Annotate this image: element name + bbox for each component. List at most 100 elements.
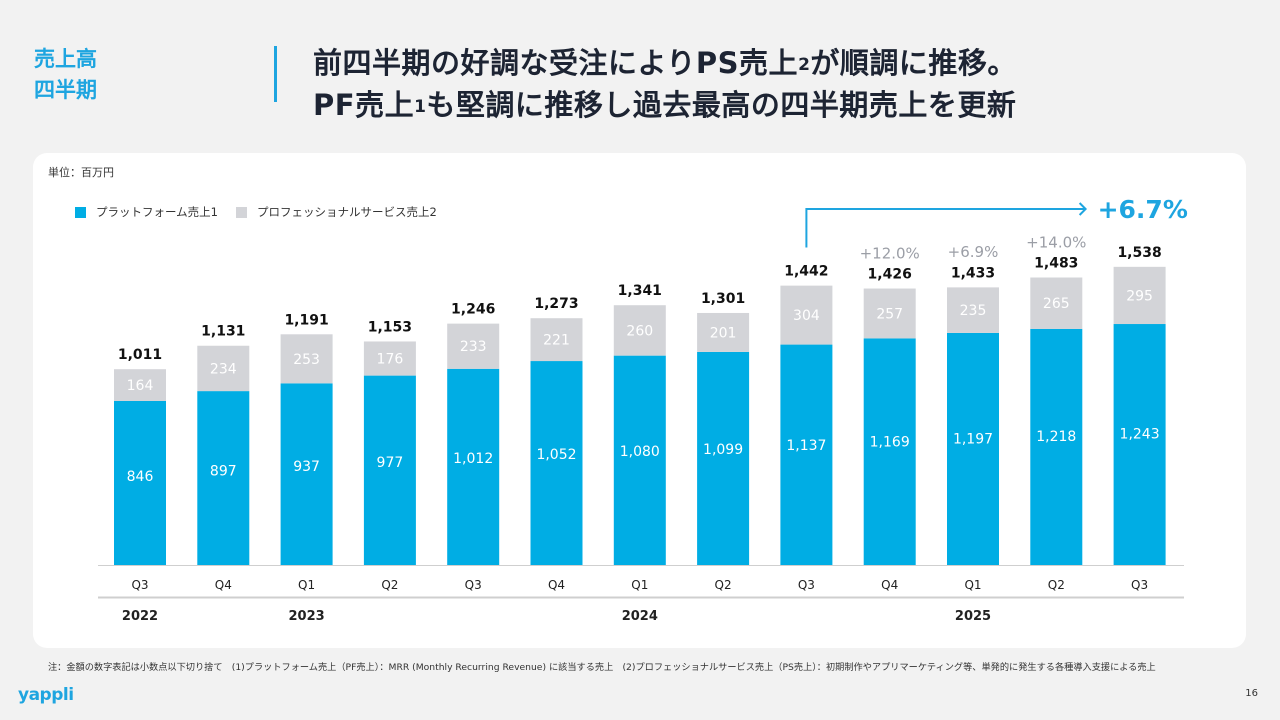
- section-label-line1: 売上高: [34, 47, 97, 71]
- bar-platform: [1030, 328, 1083, 565]
- x-tick-label: Q1: [631, 578, 648, 592]
- bar-label-professional: 235: [960, 303, 987, 319]
- bar-platform: [280, 383, 333, 565]
- bar-label-professional: 234: [210, 361, 237, 377]
- bar-platform: [197, 391, 250, 565]
- bar-platform: [780, 344, 833, 565]
- bar-label-professional: 265: [1043, 296, 1070, 312]
- bar-professional: [947, 287, 999, 333]
- bar-platform: [947, 332, 999, 565]
- bar-platform: [697, 351, 750, 565]
- bar-label-platform: 1,243: [1120, 426, 1160, 442]
- footnote-ref-1: 1: [414, 97, 427, 117]
- unit-label: 単位：百万円: [48, 166, 114, 179]
- bar-label-professional: 253: [293, 352, 320, 368]
- bar-total-label: 1,341: [618, 283, 662, 299]
- bar-label-platform: 1,169: [870, 434, 910, 450]
- year-label: 2025: [955, 609, 991, 624]
- bar-professional: [197, 345, 250, 392]
- bar-total-label: 1,246: [451, 302, 495, 318]
- bar-label-platform: 1,080: [620, 444, 660, 460]
- x-tick-label: Q4: [548, 578, 565, 592]
- x-tick-label: Q4: [215, 578, 232, 592]
- legend-item-platform: プラットフォーム売上1: [75, 204, 218, 220]
- title-divider: [274, 46, 277, 102]
- bar-platform: [447, 368, 500, 565]
- bar-professional: [530, 318, 583, 362]
- headline-line1-text: 前四半期の好調な受注によりPS売上: [313, 46, 799, 80]
- x-tick-label: Q2: [1048, 578, 1065, 592]
- bar-total-label: 1,011: [118, 347, 162, 363]
- bar-professional: [363, 341, 416, 376]
- bar-label-professional: 176: [377, 352, 404, 368]
- legend-swatch-professional: [235, 206, 247, 218]
- bar-label-platform: 1,218: [1036, 429, 1076, 445]
- footnote: 注：金額の数字表記は小数点以下切り捨て (1)プラットフォーム売上（PF売上）：…: [48, 662, 1156, 673]
- bar-label-professional: 295: [1126, 288, 1153, 304]
- bar-label-platform: 1,197: [953, 431, 993, 447]
- bar-platform: [114, 400, 166, 565]
- bar-professional: [697, 312, 750, 352]
- page-title: 前四半期の好調な受注によりPS売上2が順調に推移。 PF売上1も堅調に推移し過去…: [313, 42, 1017, 126]
- bar-total-label: 1,153: [368, 319, 412, 335]
- bar-label-professional: 201: [710, 325, 737, 341]
- bar-professional: [863, 288, 916, 339]
- yoy-growth-label: +6.7%: [1098, 195, 1188, 224]
- bar-label-professional: 257: [876, 306, 903, 322]
- bar-professional: [780, 285, 833, 345]
- legend-swatch-platform: [75, 206, 86, 218]
- bar-total-label: 1,433: [951, 265, 995, 281]
- bar-label-platform: 1,137: [786, 438, 826, 454]
- x-tick-label: Q1: [964, 578, 981, 592]
- section-label: 売上高 四半期: [34, 44, 97, 106]
- bar-professional: [447, 323, 500, 369]
- headline-line2-text: PF売上: [313, 88, 415, 122]
- headline-line1-end: が順調に推移。: [810, 46, 1017, 80]
- bar-professional: [613, 305, 666, 356]
- bar-label-platform: 1,052: [536, 447, 576, 463]
- year-label: 2023: [289, 609, 325, 624]
- bar-professional: [114, 369, 166, 401]
- headline-line2-end: も堅調に推移し過去最高の四半期売上を更新: [426, 88, 1017, 122]
- bar-label-platform: 846: [127, 469, 154, 485]
- x-tick-label: Q2: [381, 578, 398, 592]
- section-label-line2: 四半期: [34, 78, 97, 102]
- chart-legend: プラットフォーム売上1 プロフェッショナルサービス売上2: [75, 204, 455, 220]
- x-tick-label: Q3: [1131, 578, 1148, 592]
- x-tick-label: Q3: [798, 578, 815, 592]
- bar-professional: [280, 334, 333, 384]
- bar-professional: [1113, 266, 1166, 325]
- yoy-arrow-head: [1078, 202, 1088, 216]
- legend-label-platform: プラットフォーム売上1: [96, 205, 218, 219]
- growth-rate-label: +12.0%: [860, 245, 920, 263]
- headline-line2: PF売上1も堅調に推移し過去最高の四半期売上を更新: [313, 84, 1017, 126]
- bar-label-professional: 221: [543, 333, 570, 349]
- bar-total-label: 1,426: [868, 267, 912, 283]
- x-tick-label: Q3: [131, 578, 148, 592]
- bar-professional: [1030, 277, 1083, 329]
- bar-label-professional: 260: [626, 323, 653, 339]
- x-tick-label: Q3: [465, 578, 482, 592]
- bar-label-professional: 304: [793, 308, 820, 324]
- bar-total-label: 1,483: [1034, 255, 1078, 271]
- yappli-logo: yappli: [18, 685, 74, 705]
- bar-label-platform: 1,012: [453, 451, 493, 467]
- bar-total-label: 1,131: [201, 324, 245, 340]
- x-tick-label: Q2: [715, 578, 732, 592]
- bar-label-platform: 937: [293, 459, 320, 475]
- year-label: 2024: [622, 609, 658, 624]
- footnote-ref-2: 2: [798, 55, 811, 75]
- legend-item-professional: プロフェッショナルサービス売上2: [235, 204, 437, 220]
- x-tick-label: Q1: [298, 578, 315, 592]
- bar-total-label: 1,301: [701, 291, 745, 307]
- bar-label-platform: 897: [210, 463, 237, 479]
- bar-platform: [1113, 324, 1166, 565]
- bar-platform: [530, 361, 583, 565]
- page-number: 16: [1245, 688, 1258, 699]
- bar-total-label: 1,442: [784, 264, 828, 280]
- bar-total-label: 1,273: [534, 296, 578, 312]
- bar-label-professional: 233: [460, 339, 487, 355]
- legend-label-professional: プロフェッショナルサービス売上2: [256, 205, 437, 219]
- year-label: 2022: [122, 609, 158, 624]
